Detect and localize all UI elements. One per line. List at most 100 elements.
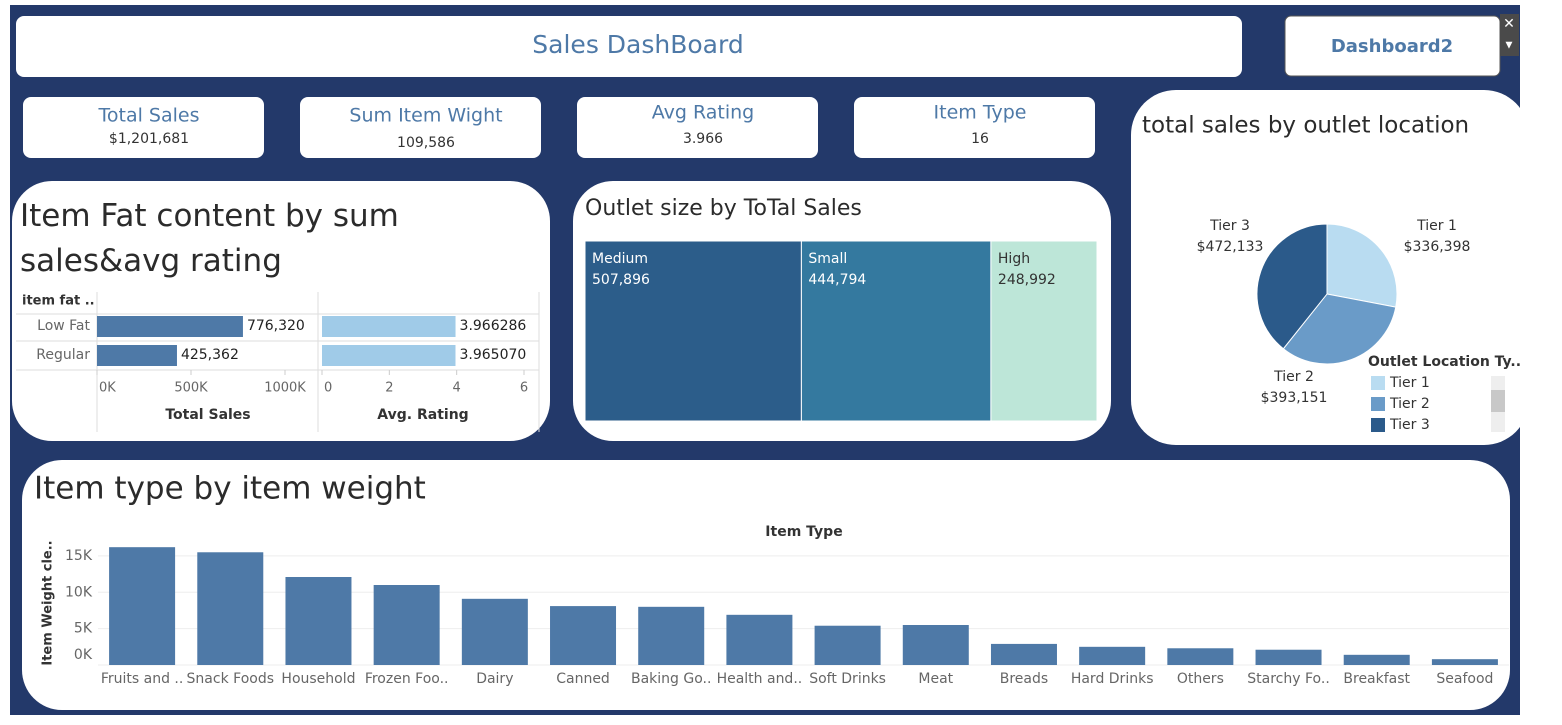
panel [12,181,550,441]
kpi-value: 16 [971,131,989,147]
bar [726,614,793,665]
slice-value: $336,398 [1404,239,1471,255]
slice-label: Tier 3 [1209,218,1250,234]
axis-title: Avg. Rating [377,407,468,423]
y-axis-title: Item Weight cle.. [41,540,56,665]
close-control[interactable] [1500,14,1519,56]
x-tick-label: Canned [556,671,610,687]
legend-label: Tier 2 [1389,396,1430,412]
cell-label: Medium [592,251,648,267]
kpi-value: 3.966 [683,131,723,147]
x-tick-label: 4 [453,381,461,396]
cell-label: Small [808,251,847,267]
treemap-cell [800,240,992,422]
treemap-cell [990,240,1098,422]
legend-label: Tier 3 [1389,417,1430,433]
title-box [16,16,1242,77]
row-label: Regular [36,347,90,363]
x-tick-label: Others [1177,671,1224,687]
dashboard-button-label[interactable]: Dashboard2 [1331,36,1453,57]
value-label: 3.965070 [459,347,526,363]
x-axis-title: Item Type [765,524,842,540]
pie-slice [1326,223,1398,308]
treemap-cell [584,240,802,422]
x-tick-label: Seafood [1436,671,1493,687]
slice-value: $393,151 [1261,390,1328,406]
chart-title: total sales by outlet location [1142,113,1469,139]
bar [638,606,705,665]
bar [322,316,456,337]
chart-title: Item Fat content by sum sales&avg rating [20,198,399,279]
bar [322,345,456,366]
cell-value: 248,992 [998,272,1056,288]
value-label: 425,362 [181,347,239,363]
bar [990,643,1057,665]
kpi-label: Avg Rating [652,102,755,124]
bar [373,585,440,665]
bar [550,606,617,665]
y-tick-label: 10K [65,584,93,600]
x-tick-label: 2 [385,381,393,396]
dashboard-title: Sales DashBoard [532,30,743,59]
x-tick-label: Frozen Foo.. [365,671,449,687]
kpi-card [577,97,818,158]
x-tick-label: Household [281,671,355,687]
close-icon[interactable]: ✕ [1503,16,1515,32]
bar [197,552,264,665]
row-header: item fat .. [22,294,95,309]
kpi-label: Sum Item Wight [349,105,502,127]
bar [1255,649,1322,665]
pie-slice [1256,223,1328,350]
kpi-value: 109,586 [397,135,455,151]
x-tick-label: Fruits and .. [101,671,183,687]
y-tick-label: 15K [65,548,93,564]
x-tick-label: Snack Foods [187,671,274,687]
menu-icon[interactable]: ▼ [1506,41,1513,51]
x-tick-label: Health and.. [717,671,803,687]
value-label: 776,320 [247,318,305,334]
scroll-thumb[interactable] [1491,390,1505,412]
chart-title: Item type by item weight [34,471,426,507]
row-label: Low Fat [37,318,90,334]
pie-slice [1282,293,1397,365]
bar [97,345,177,366]
x-tick-label: Soft Drinks [809,671,886,687]
chart-title: Outlet size by ToTal Sales [585,196,862,221]
x-tick-label: Starchy Fo.. [1247,671,1329,687]
legend-label: Tier 1 [1389,375,1430,391]
bar [461,598,528,665]
x-tick-label: 500K [174,381,208,396]
legend-title: Outlet Location Ty.. [1368,354,1521,370]
y-tick-label: 5K [74,621,93,637]
kpi-card [854,97,1095,158]
cell-value: 444,794 [808,272,866,288]
bar [97,316,243,337]
bar [1079,646,1146,665]
kpi-value: $1,201,681 [109,131,189,147]
legend-swatch [1371,397,1385,411]
bar [902,625,969,665]
kpi-label: Total Sales [98,105,200,127]
value-label: 3.966286 [460,318,527,334]
x-tick-label: Dairy [476,671,513,687]
cell-value: 507,896 [592,272,650,288]
bar [1431,659,1498,665]
axis-title: Total Sales [165,407,250,423]
slice-label: Tier 2 [1273,369,1314,385]
y-tick-label: 0K [74,647,93,663]
x-tick-label: Breads [1000,671,1048,687]
x-tick-label: 1000K [264,381,306,396]
legend-swatch [1371,376,1385,390]
kpi-card [23,97,264,158]
cell-label: High [998,251,1030,267]
x-tick-label: Breakfast [1343,671,1410,687]
bar [109,547,176,665]
slice-label: Tier 1 [1416,218,1457,234]
x-tick-label: Meat [918,671,953,687]
slice-value: $472,133 [1197,239,1264,255]
x-tick-label: 6 [520,381,528,396]
kpi-label: Item Type [934,102,1027,124]
bar [1167,648,1234,665]
